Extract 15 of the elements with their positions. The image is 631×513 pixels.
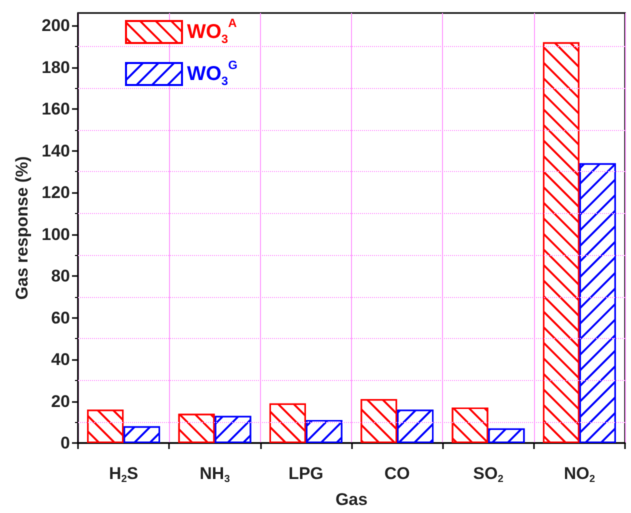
x-axis-title: Gas <box>335 490 368 509</box>
y-tick-label: 0 <box>60 434 70 452</box>
y-tick-label: 100 <box>42 224 70 244</box>
x-tick-label: LPG <box>288 464 324 484</box>
y-tick-label: 160 <box>42 100 70 119</box>
y-tick-label: 200 <box>42 16 70 36</box>
y-tick-label: 180 <box>42 58 70 77</box>
y-tick-label: 80 <box>51 266 70 286</box>
x-tick-label: CO <box>384 464 410 484</box>
y-tick-label: 60 <box>51 308 70 328</box>
y-tick-label: 140 <box>42 141 70 160</box>
y-tick-label: 40 <box>51 350 70 370</box>
y-axis-title: Gas response (%) <box>12 156 32 300</box>
y-tick-label: 120 <box>42 183 70 202</box>
y-tick-label: 20 <box>51 392 70 411</box>
